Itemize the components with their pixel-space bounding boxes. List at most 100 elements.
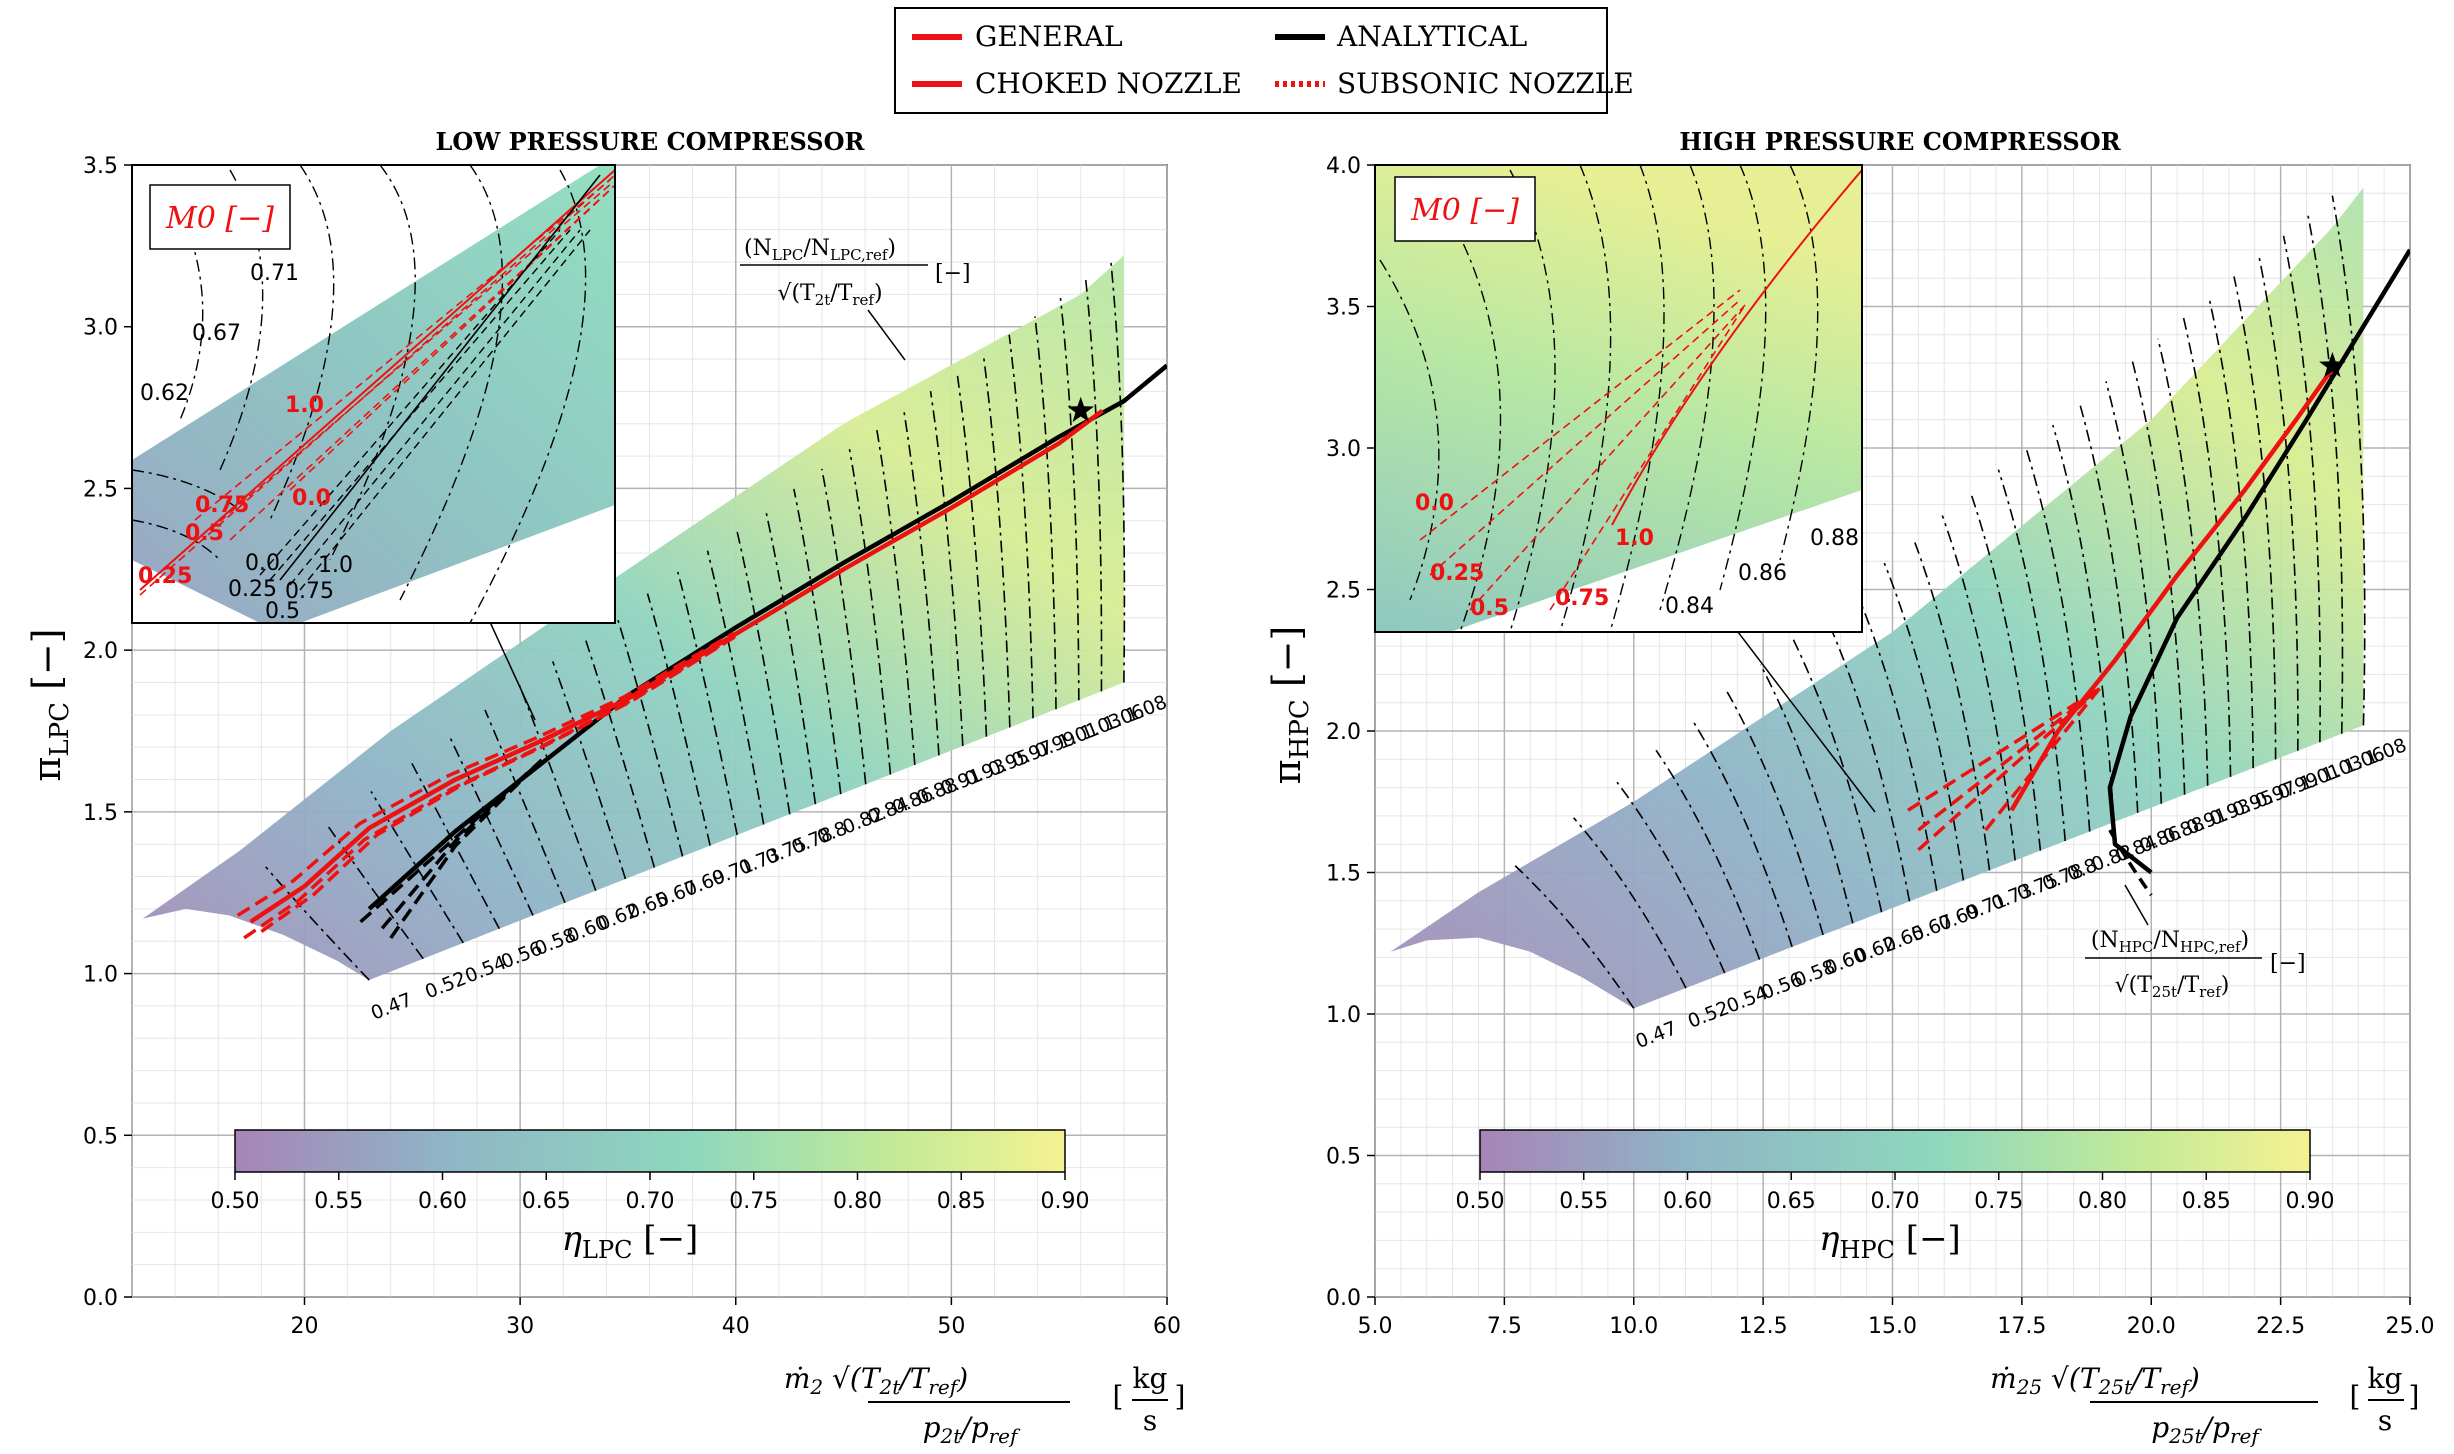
hpc-title: HIGH PRESSURE COMPRESSOR — [1679, 127, 2121, 156]
lpc-y-tick-label: 3.0 — [83, 316, 118, 341]
lpc-speed-line — [793, 488, 842, 795]
hpc-y-tick-label: 3.5 — [1326, 296, 1361, 321]
svg-text:ANALYTICAL: ANALYTICAL — [1336, 20, 1527, 53]
lpc-y-tick-label: 1.0 — [83, 963, 118, 988]
hpc-panel: 5.0 7.5 10.0 12.5 15.0 17.5 20.0 22.5 25.0 0.0 0.5… — [1265, 127, 2434, 1448]
lpc-colorbar-tick-label: 0.80 — [833, 1189, 882, 1214]
hpc-speed-line — [1791, 637, 1883, 913]
lpc-speed-line — [370, 791, 464, 944]
svg-text:πHPC [−]: πHPC [−] — [1265, 626, 1315, 785]
svg-text:p2t/pref: p2t/pref — [923, 1411, 1021, 1448]
hpc-colorbar: 0.50 0.55 0.60 0.65 0.70 0.75 0.80 0.85 0.90 ηHP… — [1456, 1129, 2334, 1264]
lpc-speed-line — [848, 448, 892, 775]
svg-text:kg: kg — [1133, 1362, 1168, 1395]
hpc-x-tick-label: 22.5 — [2256, 1314, 2305, 1339]
hpc-colorbar-tick-label: 0.55 — [1559, 1189, 1608, 1214]
lpc-y-tick-label: 3.5 — [83, 154, 118, 179]
svg-text:s: s — [1143, 1404, 1157, 1437]
svg-text:ηHPC [−]: ηHPC [−] — [1819, 1219, 1961, 1264]
lpc-inset-red-075: 0.75 — [195, 493, 249, 518]
lpc-speed-line — [584, 638, 656, 868]
hpc-x-tick-label: 12.5 — [1739, 1314, 1788, 1339]
lpc-colorbar-tick-label: 0.50 — [211, 1189, 260, 1214]
hpc-speed-line — [2208, 296, 2254, 769]
hpc-speed-line — [1573, 817, 1687, 989]
lpc-colorbar-tick-label: 0.60 — [418, 1189, 467, 1214]
hpc-speed-lines — [1514, 195, 2366, 1009]
lpc-y-tick-label: 0.5 — [83, 1124, 118, 1149]
svg-text:[−]: [−] — [2270, 951, 2306, 976]
lpc-inset-red-10: 1.0 — [285, 393, 324, 418]
hpc-inset-speed-088: 0.88 — [1810, 526, 1859, 551]
hpc-efficiency-map — [1390, 187, 2364, 1009]
lpc-inset-leader — [489, 621, 536, 721]
hpc-inset-red-00: 0.0 — [1415, 491, 1454, 516]
lpc-ticks: 20 30 40 50 60 0.0 0.5 1.0 1.5 2.0 2.5 3.0 3.5 — [83, 154, 1181, 1339]
hpc-series-dashed — [1917, 687, 2101, 852]
lpc-series-dashed — [260, 633, 739, 933]
svg-text:]: ] — [1175, 1380, 1186, 1413]
hpc-colorbar-tick-label: 0.65 — [1767, 1189, 1816, 1214]
hpc-x-tick-label: 17.5 — [1997, 1314, 2046, 1339]
lpc-series-dashed — [389, 758, 543, 939]
lpc-inset-speed-067: 0.67 — [192, 321, 241, 346]
svg-text:[: [ — [2350, 1380, 2361, 1413]
lpc-colorbar: 0.50 0.55 0.60 0.65 0.70 0.75 0.80 0.85 0.90 ηLP… — [211, 1129, 1090, 1264]
hpc-speed-line — [1823, 612, 1911, 902]
lpc-series-general — [249, 409, 1104, 924]
hpc-speed-line — [2105, 381, 2163, 804]
lpc-inset-speed-062: 0.62 — [140, 381, 189, 406]
hpc-speed-line — [1969, 492, 2042, 851]
lpc-y-tick-label: 1.5 — [83, 801, 118, 826]
lpc-colorbar-tick-label: 0.90 — [1041, 1189, 1090, 1214]
lpc-speed-line — [1110, 261, 1126, 683]
hpc-speed-line — [1997, 469, 2067, 842]
hpc-speed-line — [2282, 235, 2321, 743]
hpc-inset-speed-084: 0.84 — [1665, 594, 1714, 619]
lpc-series-dashed — [359, 758, 543, 924]
lpc-x-tick-label: 20 — [291, 1314, 319, 1339]
hpc-series-dashed — [1917, 687, 2101, 832]
hpc-y-tick-label: 3.0 — [1326, 437, 1361, 462]
hpc-speed-line — [2331, 195, 2366, 726]
lpc-inset: 0.71 0.67 0.62 1.0 0.75 0.5 0.0 0.25 0.0… — [131, 164, 616, 624]
lpc-inset-black-025: 0.25 — [228, 577, 277, 602]
lpc-series-dashed — [243, 634, 736, 940]
hpc-series-dashed — [2108, 829, 2153, 897]
lpc-inset-black-10: 1.0 — [318, 553, 353, 578]
hpc-ylabel: πHPC [−] — [1265, 626, 1315, 785]
lpc-colorbar-tick-label: 0.70 — [626, 1189, 675, 1214]
lpc-design-point-star — [1067, 396, 1095, 423]
legend-item-general: GENERAL — [912, 20, 1123, 53]
hpc-speed-line — [2052, 424, 2115, 823]
lpc-panel: 20 30 40 50 600.00.51.01.52.02.53.03.5 0.470… — [25, 127, 1185, 1448]
hpc-inset-leader — [1737, 631, 1876, 813]
hpc-x-tick-label: 15.0 — [1868, 1314, 1917, 1339]
hpc-series-dashed — [1907, 687, 2101, 812]
hpc-colorbar-tick-label: 0.75 — [1974, 1189, 2023, 1214]
svg-text:]: ] — [2409, 1380, 2420, 1413]
svg-text:s: s — [2378, 1404, 2392, 1437]
hpc-y-tick-label: 1.5 — [1326, 862, 1361, 887]
hpc-speed-line — [2078, 402, 2139, 813]
hpc-x-tick-label: 5.0 — [1358, 1314, 1393, 1339]
hpc-speed-line — [1912, 538, 1991, 871]
hpc-ticks: 5.0 7.5 10.0 12.5 15.0 17.5 20.0 22.5 25.0 0.0 0.5… — [1326, 154, 2434, 1339]
hpc-series — [1907, 248, 2410, 897]
lpc-speed-line — [1008, 334, 1034, 719]
hpc-speed-line — [1853, 587, 1938, 891]
legend-item-choked-nozzle: CHOKED NOZZLE — [912, 67, 1242, 100]
lpc-speed-line — [956, 372, 988, 737]
svg-text:kg: kg — [2368, 1362, 2403, 1395]
svg-text:ṁ2 √(T2t/Tref): ṁ2 √(T2t/Tref) — [784, 1362, 968, 1399]
hpc-inset-title-box — [1394, 176, 1536, 242]
lpc-series — [236, 363, 1167, 940]
hpc-speed-line — [1726, 691, 1824, 936]
lpc-inset-black-05: 0.5 — [265, 599, 300, 624]
lpc-speed-line — [1085, 279, 1103, 692]
lpc-inset-black-075: 0.75 — [285, 579, 334, 604]
lpc-inset-red-05: 0.5 — [185, 521, 224, 546]
lpc-y-tick-label: 2.5 — [83, 477, 118, 502]
hpc-speed-line — [1691, 719, 1793, 948]
